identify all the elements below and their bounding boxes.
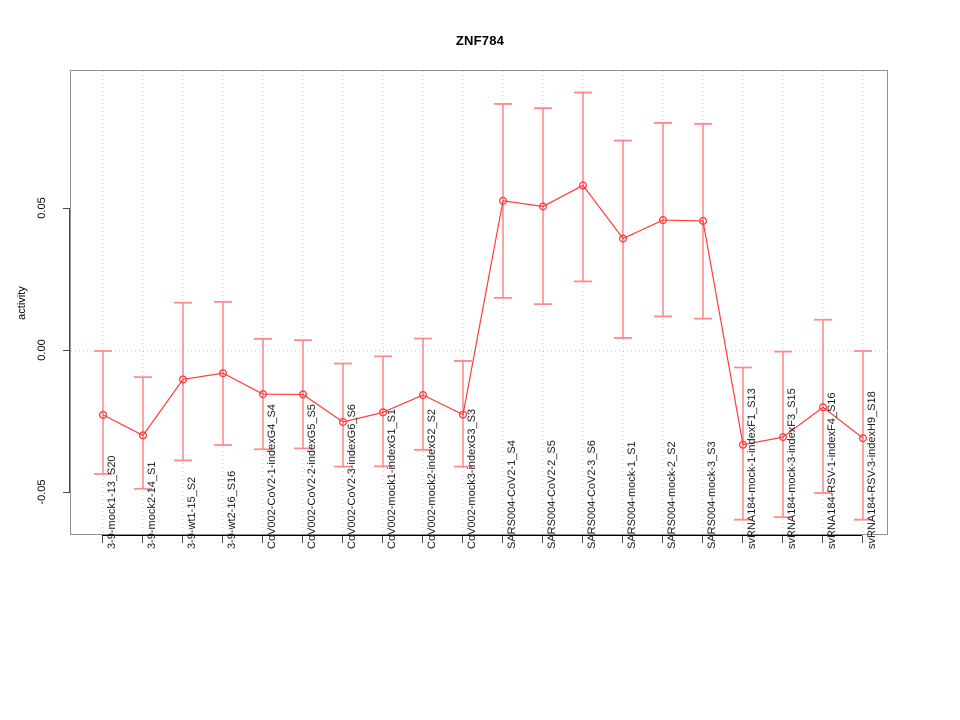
data-point-marker: [578, 181, 588, 190]
error-bar: [134, 376, 152, 490]
x-axis-tick: [782, 536, 783, 543]
chart-canvas: [71, 71, 889, 536]
data-point-marker: [618, 234, 628, 243]
x-axis-tick: [462, 536, 463, 543]
error-bar: [374, 355, 392, 468]
x-axis-tick: [222, 536, 223, 543]
x-axis-tick-label: CoV002-CoV2-1-indexG4_S4: [266, 404, 278, 549]
y-axis-tick: [63, 208, 70, 209]
x-axis-tick-label: CoV002-CoV2-2-indexG5_S5: [306, 404, 318, 549]
y-axis-tick: [63, 350, 70, 351]
data-point-marker: [498, 196, 508, 205]
x-axis-tick: [702, 536, 703, 543]
data-point-marker: [338, 417, 348, 427]
x-axis-tick: [582, 536, 583, 543]
y-axis-tick-label: 0.05: [36, 197, 48, 219]
x-axis-tick-label: svRNA184-RSV-1-indexF4_S16: [826, 392, 838, 549]
x-axis-tick-label: 3-9-wt1-15_S2: [186, 476, 198, 549]
x-axis-tick-label: SARS004-CoV2-1_S4: [506, 440, 518, 549]
data-point-marker: [258, 390, 268, 399]
x-axis-tick: [262, 536, 263, 543]
error-bar: [334, 362, 352, 468]
error-bar: [174, 301, 192, 462]
plot-area: [70, 70, 889, 536]
data-point-marker: [818, 403, 828, 412]
x-axis-tick-label: 3-9-wt2-16_S16: [226, 470, 238, 549]
error-bar: [614, 139, 632, 339]
y-axis-tick: [63, 492, 70, 493]
x-axis-tick: [422, 536, 423, 543]
x-axis-tick-label: SARS004-CoV2-3_S6: [586, 440, 598, 549]
data-point-marker: [418, 390, 428, 400]
data-point-marker: [658, 216, 668, 225]
x-axis-tick-label: svRNA184-RSV-3-indexH9_S18: [866, 391, 878, 549]
x-axis-tick-label: 3-9-mock1-13_S20: [106, 455, 118, 549]
data-point-marker: [178, 375, 188, 384]
x-axis-tick: [862, 536, 863, 543]
x-axis-tick-label: CoV002-mock1-indexG1_S1: [386, 408, 398, 549]
x-axis-tick: [662, 536, 663, 543]
data-point-marker: [138, 431, 148, 440]
x-axis-tick-label: svRNA184-mock-1-indexF1_S13: [746, 388, 758, 549]
y-axis-tick-label: -0.05: [36, 479, 48, 505]
x-axis-tick-label: CoV002-mock2-indexG2_S2: [426, 408, 438, 549]
error-bar: [774, 350, 792, 519]
x-axis-tick-label: SARS004-CoV2-2_S5: [546, 440, 558, 549]
x-axis-tick-label: 3-9-mock2-14_S1: [146, 461, 158, 549]
data-point-marker: [538, 202, 548, 211]
x-axis-tick: [742, 536, 743, 543]
x-axis-tick-label: SARS004-mock-3_S3: [706, 441, 718, 549]
y-axis-tick-label: 0.00: [36, 339, 48, 361]
chart-title: ZNF784: [455, 33, 505, 48]
error-bar: [574, 91, 592, 283]
data-point-marker: [858, 434, 868, 443]
x-axis-tick: [342, 536, 343, 543]
data-point-marker: [698, 216, 708, 225]
error-bar: [814, 318, 832, 494]
x-axis-tick-label: SARS004-mock-2_S2: [666, 441, 678, 549]
data-point-marker: [378, 408, 388, 417]
series-line: [102, 184, 864, 446]
data-point-marker: [298, 390, 308, 399]
y-axis-title: activity: [16, 285, 28, 320]
x-axis-tick: [182, 536, 183, 543]
error-bar: [94, 350, 112, 475]
data-point-marker: [458, 410, 468, 419]
x-axis-tick-label: CoV002-CoV2-3-indexG6_S6: [346, 404, 358, 549]
data-point-marker: [738, 440, 748, 449]
x-axis-tick: [302, 536, 303, 543]
x-axis-tick: [502, 536, 503, 543]
x-axis-tick: [542, 536, 543, 543]
data-point-marker: [98, 410, 108, 419]
x-axis-tick: [142, 536, 143, 543]
error-bar: [414, 337, 432, 451]
x-axis-tick-label: SARS004-mock-1_S1: [626, 441, 638, 549]
x-axis-tick: [382, 536, 383, 543]
x-axis-tick: [622, 536, 623, 543]
x-axis-tick: [822, 536, 823, 543]
x-axis-tick-label: CoV002-mock3-indexG3_S3: [466, 408, 478, 549]
x-axis-tick-label: svRNA184-mock-3-indexF3_S15: [786, 388, 798, 549]
data-point-marker: [218, 369, 228, 378]
x-axis-line: [102, 535, 862, 536]
data-point-marker: [778, 433, 788, 442]
x-axis-tick: [102, 536, 103, 543]
y-axis-line: [69, 208, 70, 492]
